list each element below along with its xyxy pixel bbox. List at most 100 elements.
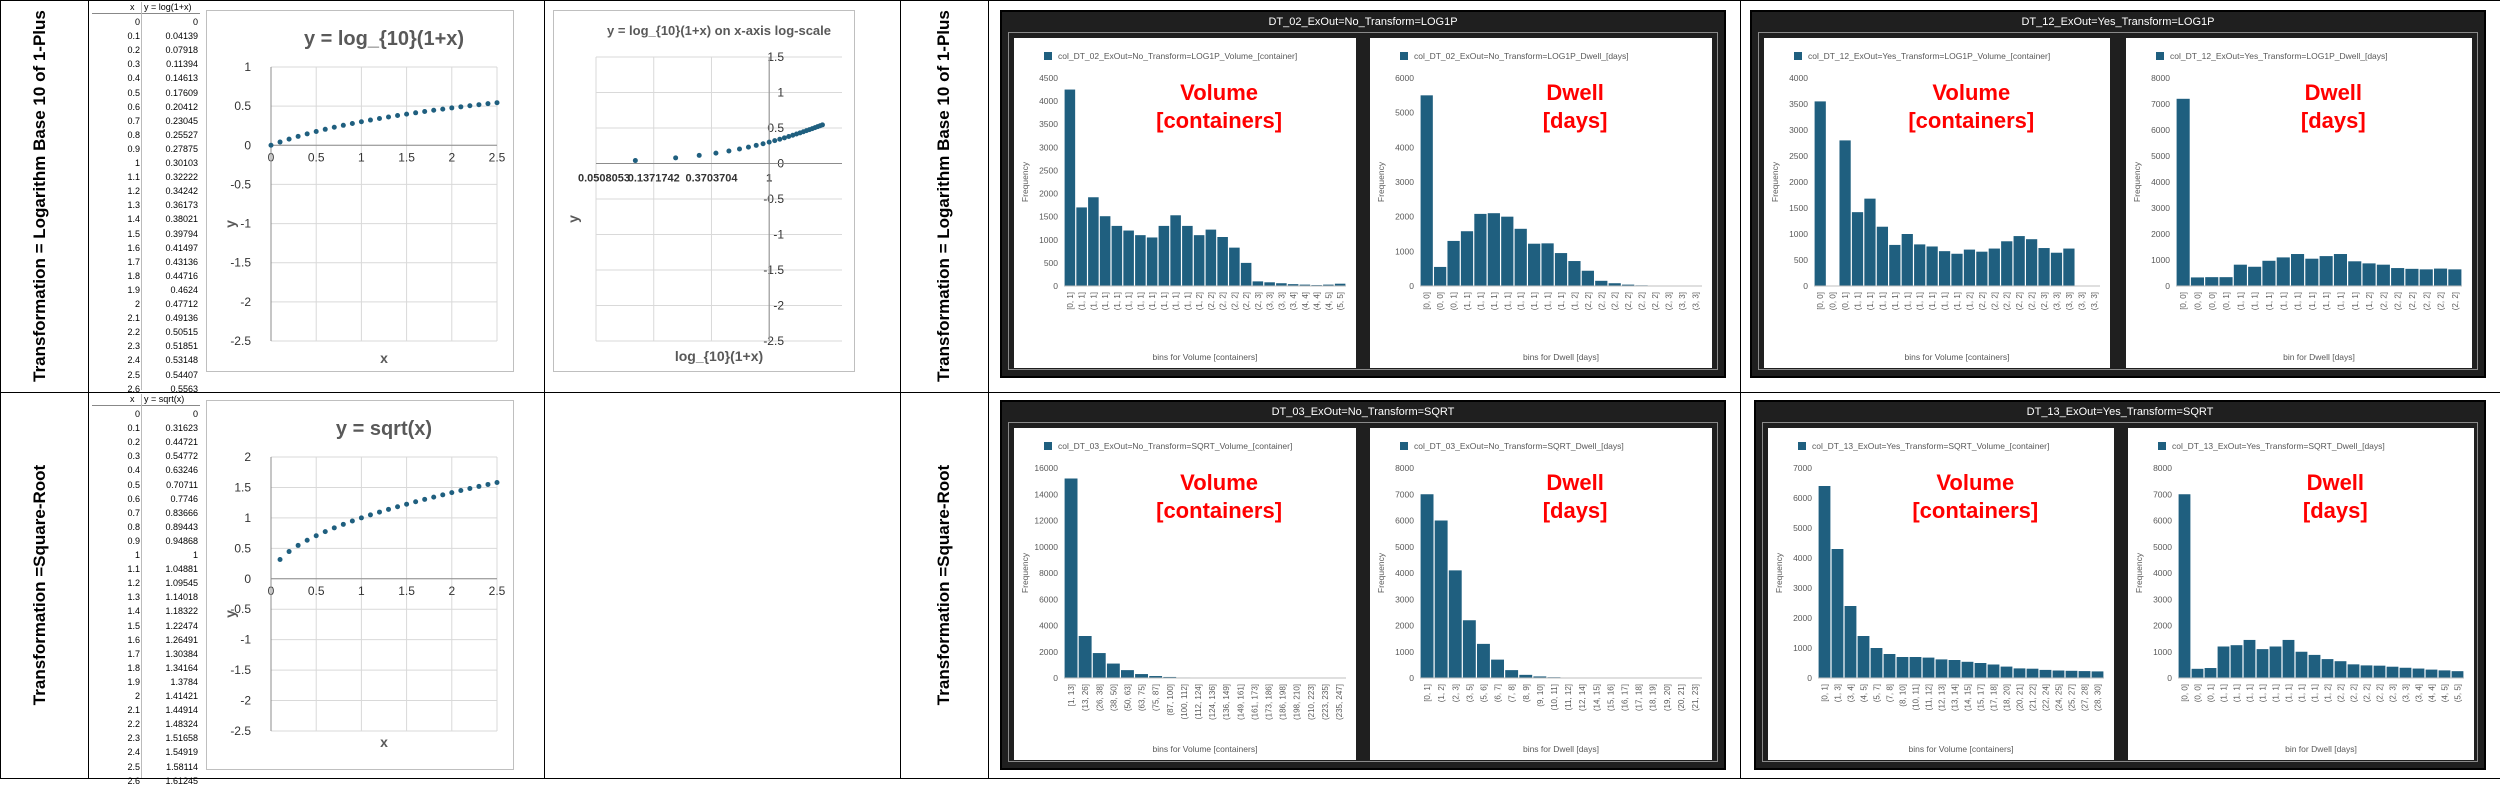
y-tick-label: 2500 bbox=[1789, 151, 1808, 161]
x-tick-label: (2, 2] bbox=[2003, 292, 2012, 310]
x-tick-label: (1, 1] bbox=[1916, 292, 1925, 310]
table-cell-x: 0 bbox=[92, 15, 140, 30]
x-tick-label: (2, 2] bbox=[1597, 292, 1606, 310]
table-cell-y: 0.04139 bbox=[142, 29, 198, 44]
data-point bbox=[431, 108, 436, 113]
x-tick-label: 0.1371742 bbox=[628, 173, 680, 185]
x-tick-label: [0, 0] bbox=[1816, 292, 1825, 310]
x-tick-label: (4, 5] bbox=[1860, 684, 1869, 702]
x-tick-label: 2.5 bbox=[489, 584, 506, 598]
x-tick-label: (7, 8] bbox=[1886, 684, 1895, 702]
y-tick-label: 3500 bbox=[1789, 99, 1808, 109]
x-tick-label: (1, 1] bbox=[1530, 292, 1539, 310]
x-tick-label: [0, 1] bbox=[1821, 684, 1830, 702]
table-cell-x: 1.5 bbox=[92, 619, 140, 634]
table-cell-x: 2.2 bbox=[92, 717, 140, 732]
x-tick-label: (1, 1] bbox=[2311, 684, 2320, 702]
data-point bbox=[495, 480, 500, 485]
y-tick-label: 0 bbox=[1053, 673, 1058, 683]
histogram-bar bbox=[1897, 657, 1909, 678]
y-tick-label: 1000 bbox=[2151, 255, 2170, 265]
table-cell-y: 0.51851 bbox=[142, 339, 198, 354]
histogram-bar bbox=[2234, 265, 2247, 286]
x-axis-title: bins for Volume [containers] bbox=[1909, 744, 2014, 754]
histogram-bar bbox=[1421, 494, 1434, 678]
x-tick-label: (26, 38] bbox=[1095, 684, 1104, 711]
histogram-bar bbox=[1488, 213, 1500, 286]
legend-swatch bbox=[1044, 442, 1052, 450]
histogram-bar bbox=[1170, 215, 1181, 286]
x-tick-label: (1, 1] bbox=[1089, 292, 1098, 310]
histogram-bar bbox=[1093, 653, 1106, 678]
grid-col-divider bbox=[900, 0, 901, 779]
x-tick-label: (75, 87] bbox=[1152, 684, 1161, 711]
overlay-label: Volume bbox=[1932, 80, 2010, 105]
histogram-bar bbox=[2391, 268, 2404, 286]
x-axis-title: bin for Dwell [days] bbox=[2285, 744, 2357, 754]
y-tick-label: 2500 bbox=[1039, 165, 1058, 175]
legend-label: col_DT_13_ExOut=Yes_Transform=SQRT_Dwell… bbox=[2172, 441, 2385, 451]
y-tick-label: 0.5 bbox=[234, 99, 251, 113]
legend-label: col_DT_12_ExOut=Yes_Transform=LOG1P_Volu… bbox=[1808, 51, 2050, 61]
x-tick-label: (2, 2] bbox=[1651, 292, 1660, 310]
y-tick-label: -0.5 bbox=[763, 192, 784, 206]
x-tick-label: 0.5 bbox=[308, 150, 325, 164]
x-tick-label: (1, 1] bbox=[1928, 292, 1937, 310]
overlay-label: [days] bbox=[2301, 108, 2366, 133]
row-label-sqrt-right: Transformation =Square-Root bbox=[934, 385, 954, 785]
table-cell-y: 0.11394 bbox=[142, 57, 198, 72]
histogram-bar bbox=[1989, 249, 2000, 286]
histogram-bar bbox=[2014, 668, 2026, 678]
table-cell-y: 0.54407 bbox=[142, 368, 198, 383]
data-point bbox=[350, 519, 355, 524]
y-tick-label: 4000 bbox=[1395, 142, 1414, 152]
x-tick-label: (1, 1] bbox=[2265, 292, 2274, 310]
x-tick-label: (1, 1] bbox=[1517, 292, 1526, 310]
histogram-bar bbox=[2400, 668, 2412, 678]
histogram-bar bbox=[2244, 640, 2256, 678]
x-tick-label: (1, 1] bbox=[2308, 292, 2317, 310]
x-tick-label: (3, 3] bbox=[1678, 292, 1687, 310]
x-tick-label: (3, 4] bbox=[1847, 684, 1856, 702]
histogram-dwell: col_DT_12_ExOut=Yes_Transform=LOG1P_Dwel… bbox=[2126, 38, 2472, 368]
histogram-bar bbox=[2405, 269, 2418, 286]
y-tick-label: 3000 bbox=[1793, 583, 1812, 593]
histogram-bar bbox=[2296, 652, 2308, 678]
y-tick-label: 1 bbox=[244, 60, 251, 74]
histogram-volume: col_DT_02_ExOut=No_Transform=LOG1P_Volum… bbox=[1014, 38, 1356, 368]
row-label-log-right: Transformation = Logarithm Base 10 of 1-… bbox=[934, 0, 954, 396]
table-cell-y: 0.94868 bbox=[142, 534, 198, 549]
x-tick-label: (3, 3] bbox=[2065, 292, 2074, 310]
x-tick-label: 1.5 bbox=[398, 150, 415, 164]
data-point bbox=[368, 118, 373, 123]
histogram-bar bbox=[1434, 267, 1446, 286]
table-cell-y: 1.26491 bbox=[142, 633, 198, 648]
data-point bbox=[332, 525, 337, 530]
table-cell-y: 0.83666 bbox=[142, 506, 198, 521]
y-axis-title: Frequency bbox=[1770, 161, 1780, 202]
histogram-svg: col_DT_02_ExOut=No_Transform=LOG1P_Volum… bbox=[1014, 38, 1356, 368]
histogram-bar bbox=[1568, 261, 1580, 286]
histogram-bar bbox=[1988, 665, 2000, 679]
data-point bbox=[431, 495, 436, 500]
table-cell-y: 0.89443 bbox=[142, 520, 198, 535]
x-axis-title: bins for Volume [containers] bbox=[1153, 352, 1258, 362]
x-tick-label: (2, 2] bbox=[1230, 292, 1239, 310]
y-tick-label: 5000 bbox=[2153, 542, 2172, 552]
y-axis-title: Frequency bbox=[1020, 552, 1030, 593]
table-cell-y: 0.53148 bbox=[142, 353, 198, 368]
x-tick-label: (2, 2] bbox=[1584, 292, 1593, 310]
x-tick-label: 1.5 bbox=[398, 584, 415, 598]
x-tick-label: 1 bbox=[358, 150, 365, 164]
y-tick-label: 0 bbox=[244, 572, 251, 586]
legend-swatch bbox=[1794, 52, 1802, 60]
x-tick-label: (3, 3] bbox=[1266, 292, 1275, 310]
data-point bbox=[476, 102, 481, 107]
